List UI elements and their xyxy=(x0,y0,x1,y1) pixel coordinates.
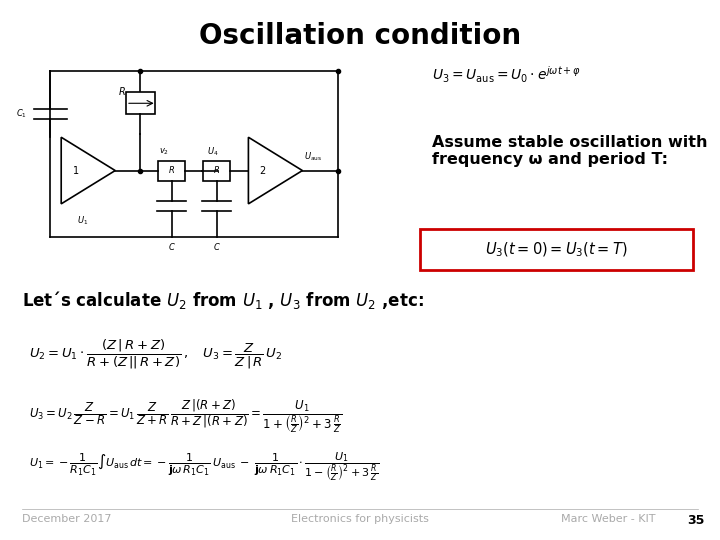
Text: Let´s calculate $U_2$ from $U_1$ , $U_3$ from $U_2$ ,etc:: Let´s calculate $U_2$ from $U_1$ , $U_3$… xyxy=(22,289,423,311)
Text: 2: 2 xyxy=(260,166,266,176)
Polygon shape xyxy=(61,137,115,204)
Text: $U_3 = U_2\,\dfrac{Z}{Z-R} = U_1\,\dfrac{Z}{Z+R}\,\dfrac{Z\,|(R+Z)}{R+Z\,|(R+Z)}: $U_3 = U_2\,\dfrac{Z}{Z-R} = U_1\,\dfrac… xyxy=(29,397,342,435)
Text: $U_1 = -\dfrac{1}{R_1 C_1}\int U_{\mathrm{aus}}\,dt = -\dfrac{1}{\mathbf{j}\omeg: $U_1 = -\dfrac{1}{R_1 C_1}\int U_{\mathr… xyxy=(29,451,379,483)
Text: R: R xyxy=(214,166,220,175)
Text: Oscillation condition: Oscillation condition xyxy=(199,22,521,50)
Bar xyxy=(204,160,230,180)
Text: C: C xyxy=(168,242,175,252)
Bar xyxy=(158,160,186,180)
Text: $U_2 = U_1 \cdot \dfrac{(Z\,|\,R+Z)}{R+(Z\,||\,R+Z)}\,,\quad U_3 = \dfrac{Z}{Z\,: $U_2 = U_1 \cdot \dfrac{(Z\,|\,R+Z)}{R+(… xyxy=(29,338,282,370)
Text: $U_4$: $U_4$ xyxy=(207,146,218,158)
Text: $U_3(t=0) = U_3(t=T)$: $U_3(t=0) = U_3(t=T)$ xyxy=(485,240,627,259)
Text: R: R xyxy=(119,87,126,97)
Text: $U_{\mathrm{aus}}$: $U_{\mathrm{aus}}$ xyxy=(304,151,323,164)
Text: 35: 35 xyxy=(688,514,705,527)
Text: R: R xyxy=(168,166,175,175)
Text: C: C xyxy=(214,242,220,252)
Text: $U_1$: $U_1$ xyxy=(77,214,89,227)
Text: $U_3 = U_{\mathrm{aus}} = U_0 \cdot e^{j\omega t+\varphi}$: $U_3 = U_{\mathrm{aus}} = U_0 \cdot e^{j… xyxy=(432,65,581,85)
Text: Electronics for physicists: Electronics for physicists xyxy=(291,514,429,524)
Bar xyxy=(126,92,155,114)
Text: Assume stable oscillation with
frequency ω and period T:: Assume stable oscillation with frequency… xyxy=(432,135,708,167)
Polygon shape xyxy=(248,137,302,204)
FancyBboxPatch shape xyxy=(420,229,693,271)
Text: December 2017: December 2017 xyxy=(22,514,111,524)
Text: $C_1$: $C_1$ xyxy=(16,107,27,120)
Text: 1: 1 xyxy=(73,166,78,176)
Text: $v_2$: $v_2$ xyxy=(158,147,169,158)
Text: Marc Weber - KIT: Marc Weber - KIT xyxy=(561,514,655,524)
